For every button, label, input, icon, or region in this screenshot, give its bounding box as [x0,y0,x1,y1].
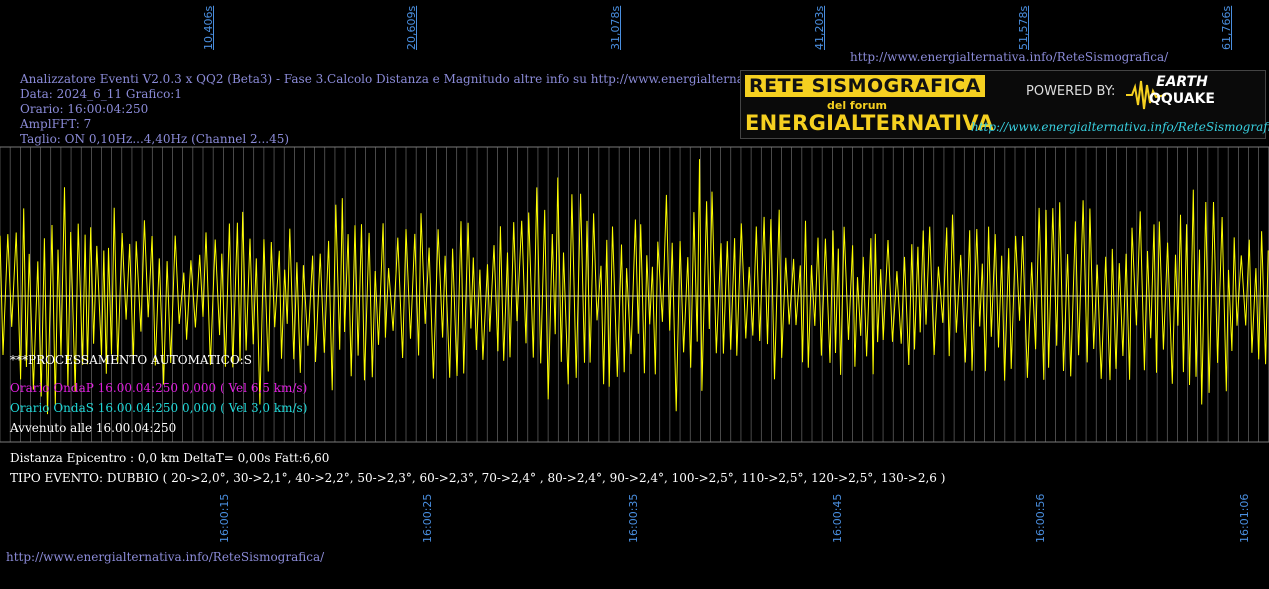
chart-grid [0,147,1269,442]
onda-s-line: Orario OndaS 16.00.04:250 0,000 ( Vel 3,… [10,401,308,415]
bottom-tick-label: 16:00:35 [627,493,640,543]
rete-sismografica-banner[interactable]: RETE SISMOGRAFICA del forum ENERGIALTERN… [740,70,1269,139]
banner-energialternativa-text: ENERGIALTERNATIVA [745,111,994,135]
time-line: Orario: 16:00:04:250 [20,102,149,116]
amplfft-line: AmplFFT: 7 [20,117,92,131]
seismic-trace [0,159,1269,415]
analyzer-title: Analizzatore Eventi V2.0.3 x QQ2 (Beta3)… [20,72,909,86]
banner-powered-by: POWERED BY: [1026,84,1116,99]
avvenuto-line: Avvenuto alle 16.00.04:250 [10,421,177,435]
bottom-tick-label: 16:00:56 [1034,493,1047,543]
bottom-url-link[interactable]: http://www.energialternativa.info/ReteSi… [6,550,325,564]
banner-rete-text: RETE SISMOGRAFICA [745,75,985,97]
seismograph-wave-icon [1126,80,1166,110]
date-line: Data: 2024_6_11 Grafico:1 [20,87,182,101]
banner-url: http://www.energialternativa.info/ReteSi… [971,120,1269,134]
banner-forum-text: del forum [827,99,887,112]
distanza-epicentro: Distanza Epicentro : 0,0 km DeltaT= 0,00… [10,451,330,465]
bottom-tick-label: 16:01:06 [1238,493,1251,543]
bottom-tick-label: 16:00:15 [218,493,231,543]
banner-qquake-text: QQUAKE [1149,91,1215,107]
onda-p-line: Orario OndaP 16.00.04:250 0,000 ( Vel 6,… [10,381,308,395]
filter-line: Taglio: ON 0,10Hz...4,40Hz (Channel 2...… [20,132,290,146]
processing-title: ***PROCESSAMENTO AUTOMATICO:S [10,353,252,367]
tipo-evento: TIPO EVENTO: DUBBIO ( 20->2,0°, 30->2,1°… [10,471,946,485]
banner-earth-text: EARTH [1156,74,1208,90]
bottom-tick-label: 16:00:25 [421,493,434,543]
top-url-link[interactable]: http://www.energialternativa.info/ReteSi… [850,50,1169,64]
bottom-tick-label: 16:00:45 [831,493,844,543]
